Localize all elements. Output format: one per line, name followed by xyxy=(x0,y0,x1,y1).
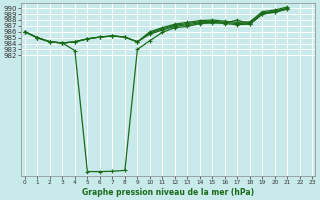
X-axis label: Graphe pression niveau de la mer (hPa): Graphe pression niveau de la mer (hPa) xyxy=(82,188,254,197)
